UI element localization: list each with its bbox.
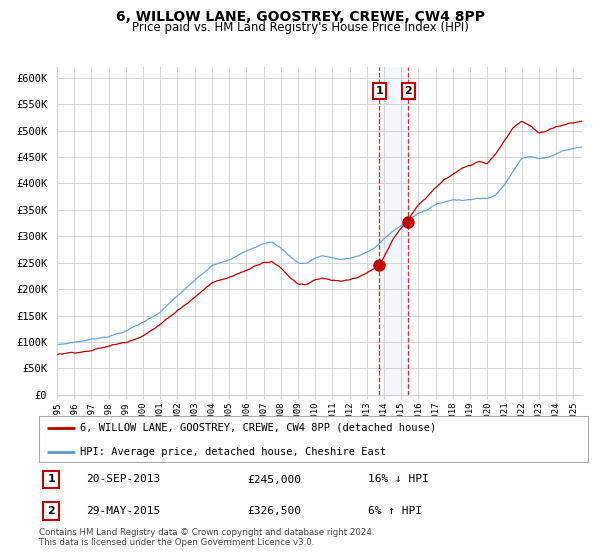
Text: 29-MAY-2015: 29-MAY-2015 (86, 506, 160, 516)
Text: Contains HM Land Registry data © Crown copyright and database right 2024.
This d: Contains HM Land Registry data © Crown c… (39, 528, 374, 547)
Text: £326,500: £326,500 (248, 506, 302, 516)
Text: 20-SEP-2013: 20-SEP-2013 (86, 474, 160, 484)
Text: 2: 2 (404, 86, 412, 96)
Text: 6, WILLOW LANE, GOOSTREY, CREWE, CW4 8PP (detached house): 6, WILLOW LANE, GOOSTREY, CREWE, CW4 8PP… (80, 423, 436, 432)
Text: Price paid vs. HM Land Registry's House Price Index (HPI): Price paid vs. HM Land Registry's House … (131, 21, 469, 34)
Bar (379, 67, 409, 395)
Text: £245,000: £245,000 (248, 474, 302, 484)
Text: 16% ↓ HPI: 16% ↓ HPI (368, 474, 429, 484)
Text: 6, WILLOW LANE, GOOSTREY, CREWE, CW4 8PP: 6, WILLOW LANE, GOOSTREY, CREWE, CW4 8PP (115, 10, 485, 24)
Text: 1: 1 (376, 86, 383, 96)
Text: HPI: Average price, detached house, Cheshire East: HPI: Average price, detached house, Ches… (80, 447, 386, 457)
Text: 6% ↑ HPI: 6% ↑ HPI (368, 506, 422, 516)
Text: 2: 2 (47, 506, 55, 516)
Text: 1: 1 (47, 474, 55, 484)
